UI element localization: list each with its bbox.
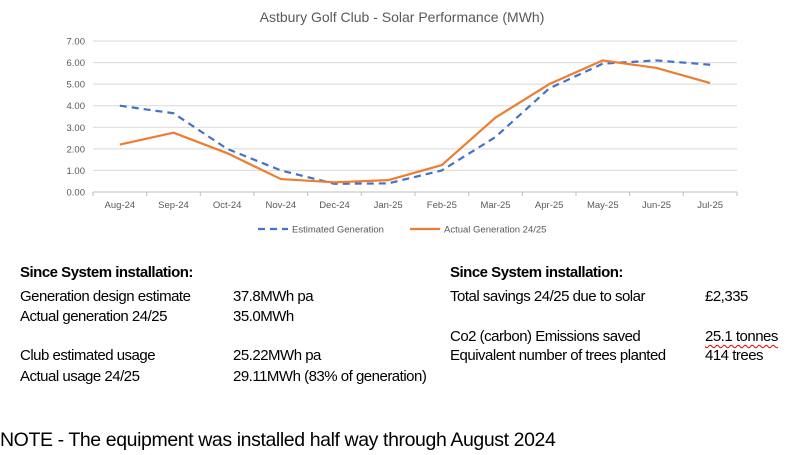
right-label-2: Equivalent number of trees planted xyxy=(450,347,666,364)
left-value-0: 37.8MWh pa xyxy=(233,288,314,305)
right-value-1: 25.1 tonnes xyxy=(705,328,778,345)
legend-label: Estimated Generation xyxy=(292,225,384,236)
right-label-0: Total savings 24/25 due to solar xyxy=(450,288,645,305)
right-value-2: 414 trees xyxy=(705,347,764,364)
x-tick-label: May-25 xyxy=(587,200,619,211)
x-tick-label: Jan-25 xyxy=(374,200,403,211)
left-label-0: Generation design estimate xyxy=(20,288,191,305)
y-tick-label: 0.00 xyxy=(67,188,86,199)
y-tick-label: 7.00 xyxy=(67,37,86,48)
right-label-1: Co2 (carbon) Emissions saved xyxy=(450,328,641,345)
x-tick-label: Jul-25 xyxy=(697,200,723,211)
left-value-3: 29.11MWh (83% of generation) xyxy=(233,368,427,385)
left-value-1: 35.0MWh xyxy=(233,308,294,325)
series-line-actual xyxy=(119,59,711,184)
y-tick-label: 3.00 xyxy=(67,123,86,134)
left-value-2: 25.22MWh pa xyxy=(233,347,321,364)
left-label-1: Actual generation 24/25 xyxy=(20,308,167,325)
x-tick-label: Sep-24 xyxy=(158,200,189,211)
y-tick-label: 1.00 xyxy=(67,166,86,177)
left-label-3: Actual usage 24/25 xyxy=(20,368,140,385)
x-tick-label: Feb-25 xyxy=(427,200,457,211)
x-tick-label: Oct-24 xyxy=(213,200,242,211)
x-tick-label: Dec-24 xyxy=(319,200,350,211)
left-label-2: Club estimated usage xyxy=(20,347,156,364)
left-heading: Since System installation: xyxy=(20,264,193,281)
legend-label: Actual Generation 24/25 xyxy=(444,225,546,236)
x-tick-label: Jun-25 xyxy=(642,200,671,211)
x-tick-label: Nov-24 xyxy=(266,200,297,211)
chart-title: Astbury Golf Club - Solar Performance (M… xyxy=(260,9,545,25)
y-tick-label: 4.00 xyxy=(67,101,86,112)
right-heading: Since System installation: xyxy=(450,264,623,281)
right-value-0: £2,335 xyxy=(705,288,748,305)
solar-performance-chart: Astbury Golf Club - Solar Performance (M… xyxy=(67,9,738,236)
x-tick-label: Apr-25 xyxy=(535,200,564,211)
installation-note: NOTE - The equipment was installed half … xyxy=(0,429,556,451)
y-tick-label: 5.00 xyxy=(67,80,86,91)
y-tick-label: 6.00 xyxy=(67,58,86,69)
series-line-estimated xyxy=(119,59,711,185)
x-tick-label: Aug-24 xyxy=(105,200,136,211)
x-tick-label: Mar-25 xyxy=(480,200,510,211)
y-tick-label: 2.00 xyxy=(67,144,86,155)
